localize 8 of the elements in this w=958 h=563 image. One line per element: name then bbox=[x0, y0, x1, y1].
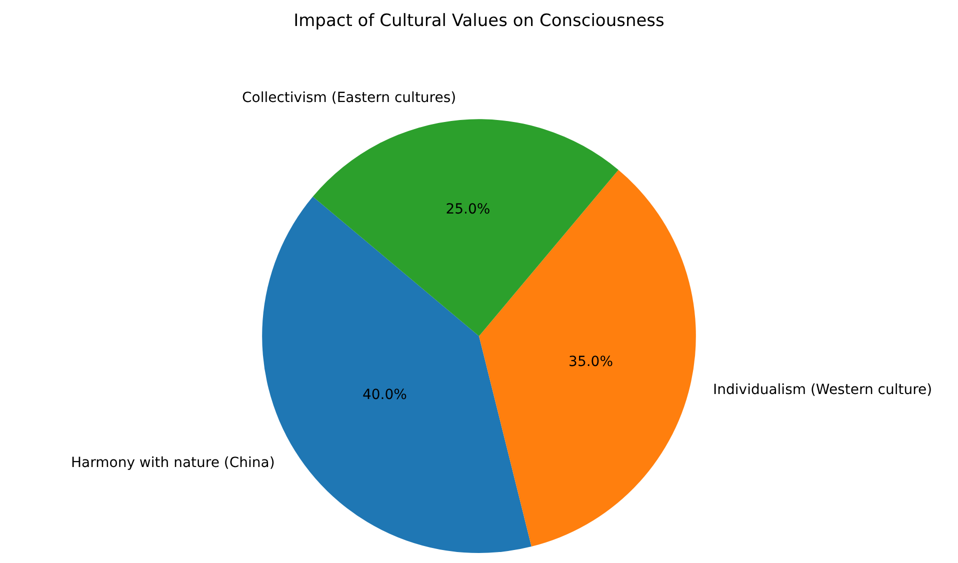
data-label: 40.0% bbox=[362, 386, 407, 403]
chart-title: Impact of Cultural Values on Consciousness bbox=[294, 10, 665, 31]
data-label: 25.0% bbox=[446, 201, 490, 218]
slice-label: Individualism (Western culture) bbox=[713, 382, 932, 398]
slice-label: Harmony with nature (China) bbox=[71, 455, 275, 471]
data-label: 35.0% bbox=[568, 354, 614, 370]
pie-slice bbox=[312, 119, 618, 336]
slice-label: Collectivism (Eastern cultures) bbox=[242, 90, 456, 106]
